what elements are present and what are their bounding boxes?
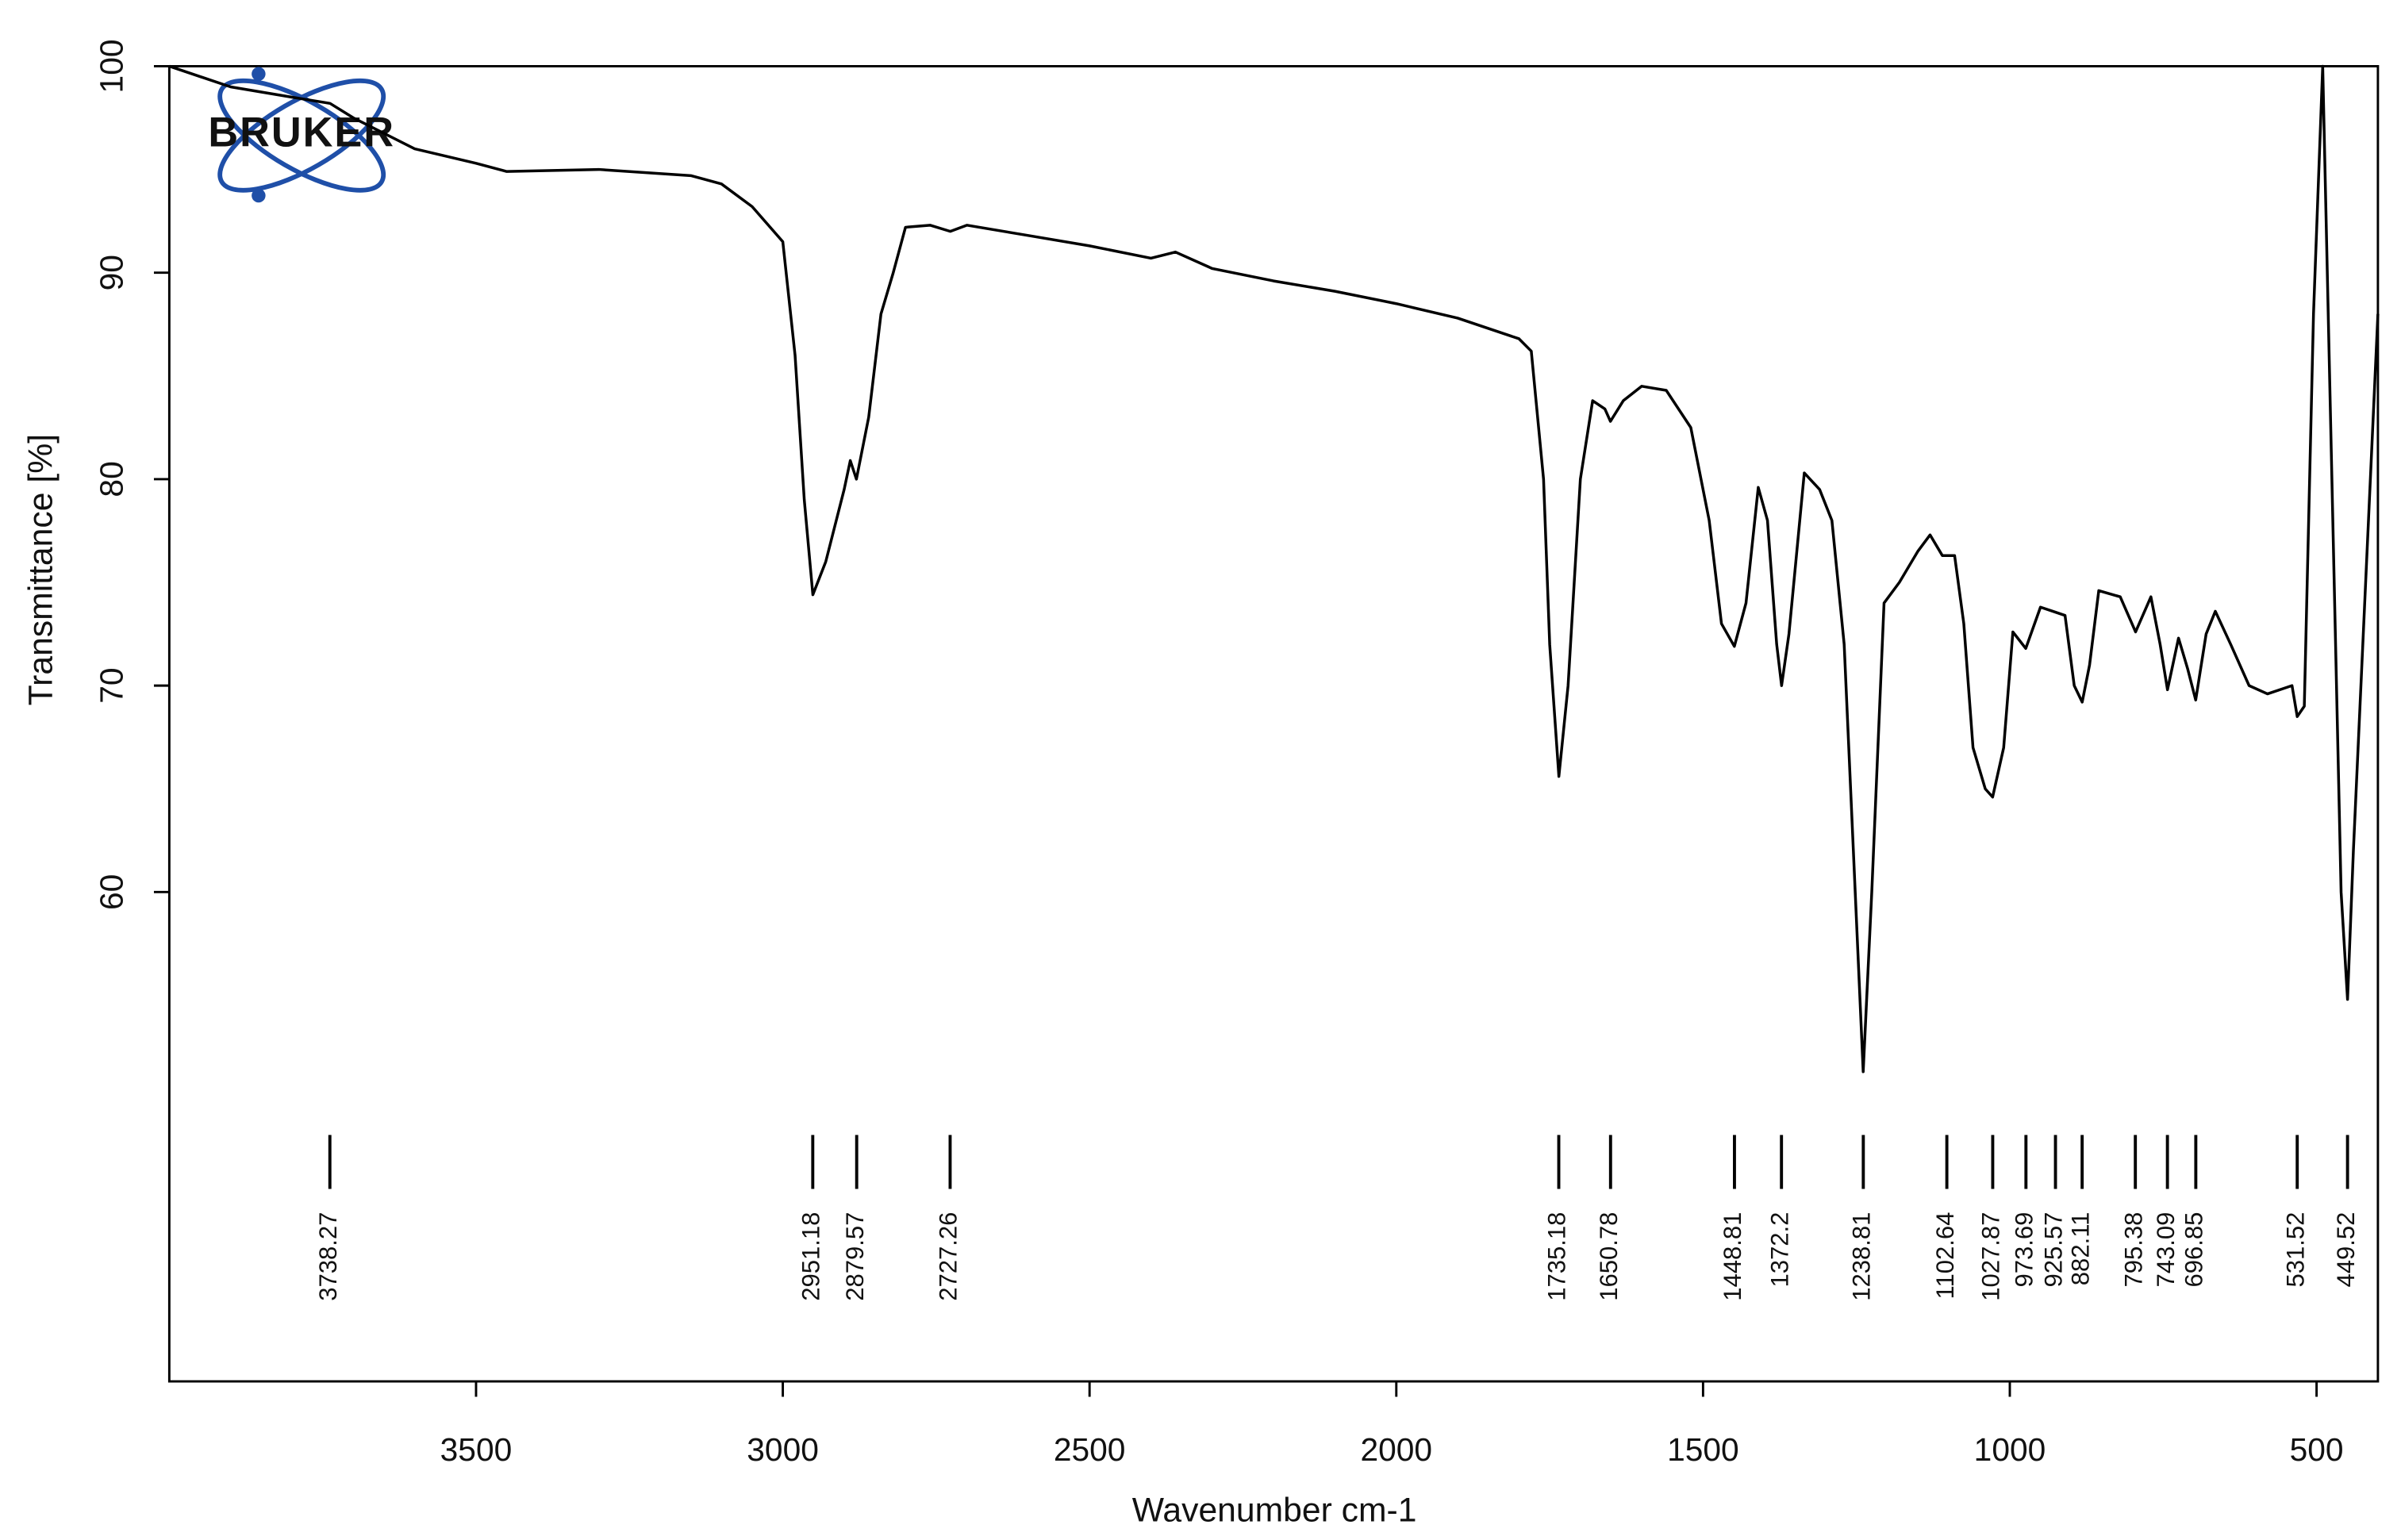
peak-label: 1735.18 bbox=[1543, 1212, 1571, 1301]
x-tick-label: 500 bbox=[2290, 1431, 2344, 1468]
peak-label: 3738.27 bbox=[314, 1212, 342, 1301]
peak-label: 1650.78 bbox=[1595, 1212, 1623, 1301]
logo-orbit bbox=[217, 78, 386, 193]
peak-label: 743.09 bbox=[2152, 1212, 2180, 1288]
peak-label: 449.52 bbox=[2332, 1212, 2360, 1288]
y-tick-label: 60 bbox=[93, 874, 129, 910]
peak-label: 1102.64 bbox=[1931, 1212, 1959, 1300]
peak-label: 973.69 bbox=[2011, 1212, 2038, 1288]
peak-label: 925.57 bbox=[2040, 1212, 2068, 1288]
logo-text: BRUKER bbox=[208, 110, 395, 156]
peak-label: 1027.87 bbox=[1977, 1212, 2005, 1301]
plot-frame bbox=[167, 65, 2380, 1383]
x-axis-label: Wavenumber cm-1 bbox=[1132, 1491, 1417, 1529]
peak-label: 1238.81 bbox=[1848, 1212, 1876, 1301]
y-tick-label: 100 bbox=[93, 39, 129, 93]
peak-label: 2879.57 bbox=[841, 1212, 869, 1301]
peak-label: 2951.18 bbox=[797, 1212, 825, 1301]
peak-label: 1372.2 bbox=[1765, 1212, 1793, 1288]
peak-label: 2727.26 bbox=[935, 1212, 962, 1301]
spectrum-line bbox=[168, 64, 2380, 1073]
x-tick-label: 2000 bbox=[1360, 1431, 1432, 1468]
logo-dot bbox=[252, 188, 266, 203]
y-tick-label: 70 bbox=[93, 667, 129, 703]
peak-label: 1448.81 bbox=[1719, 1212, 1746, 1301]
x-tick-label: 3500 bbox=[440, 1431, 513, 1468]
x-tick-label: 1000 bbox=[1974, 1431, 2046, 1468]
x-tick-label: 3000 bbox=[747, 1431, 819, 1468]
logo: BRUKER bbox=[208, 67, 395, 203]
y-axis-label: Transmittance [%] bbox=[22, 434, 60, 705]
peak-label: 531.52 bbox=[2281, 1212, 2309, 1288]
x-tick-label: 1500 bbox=[1667, 1431, 1739, 1468]
logo-dot bbox=[252, 67, 266, 81]
y-tick-label: 80 bbox=[93, 461, 129, 497]
peak-label: 696.85 bbox=[2180, 1212, 2208, 1288]
logo-orbit bbox=[217, 78, 386, 193]
y-tick-label: 90 bbox=[93, 255, 129, 290]
x-tick-label: 2500 bbox=[1054, 1431, 1126, 1468]
peak-label: 795.38 bbox=[2119, 1212, 2147, 1288]
peak-label: 882.11 bbox=[2066, 1212, 2094, 1286]
